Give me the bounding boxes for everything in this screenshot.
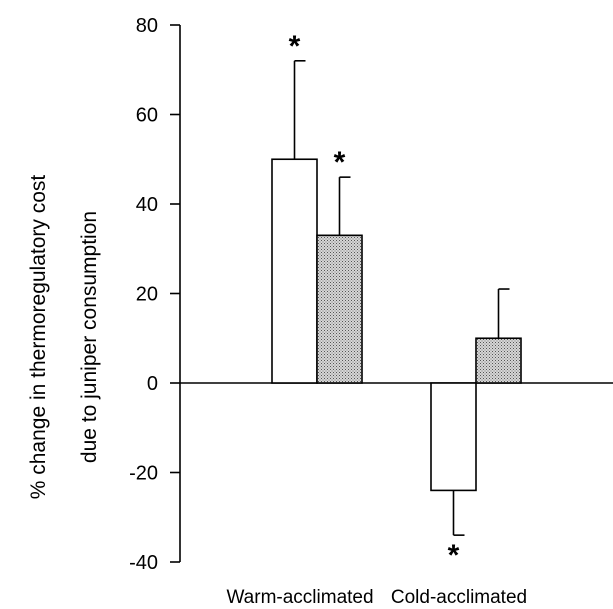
x-tick-label: Warm-acclimated <box>226 587 373 608</box>
significance-marker: * <box>448 539 460 572</box>
bars: * * * <box>271 30 522 572</box>
y-axis-label: % change in thermoregulatory cost due to… <box>27 175 101 500</box>
bar <box>475 337 522 384</box>
axes <box>179 25 613 562</box>
y-tick-label: 40 <box>136 194 158 216</box>
x-tick-labels: Warm-acclimated Cold-acclimated <box>226 587 527 608</box>
y-tick-label: 60 <box>136 105 158 127</box>
y-axis-label-line-2: due to juniper consumption <box>78 211 101 463</box>
y-tick-label: 0 <box>147 373 158 395</box>
x-tick-label: Cold-acclimated <box>391 587 527 608</box>
bar <box>316 234 363 384</box>
y-tick-label: 80 <box>136 15 158 37</box>
y-ticks: -40 -20 0 20 40 60 80 <box>129 15 180 574</box>
bar <box>430 382 477 492</box>
significance-marker: * <box>334 146 346 179</box>
y-axis-label-line-1: % change in thermoregulatory cost <box>27 175 50 500</box>
significance-marker: * <box>289 30 301 63</box>
bar <box>271 158 318 384</box>
y-tick-label: -40 <box>129 552 158 574</box>
y-tick-label: 20 <box>136 284 158 306</box>
y-tick-label: -20 <box>129 463 158 485</box>
